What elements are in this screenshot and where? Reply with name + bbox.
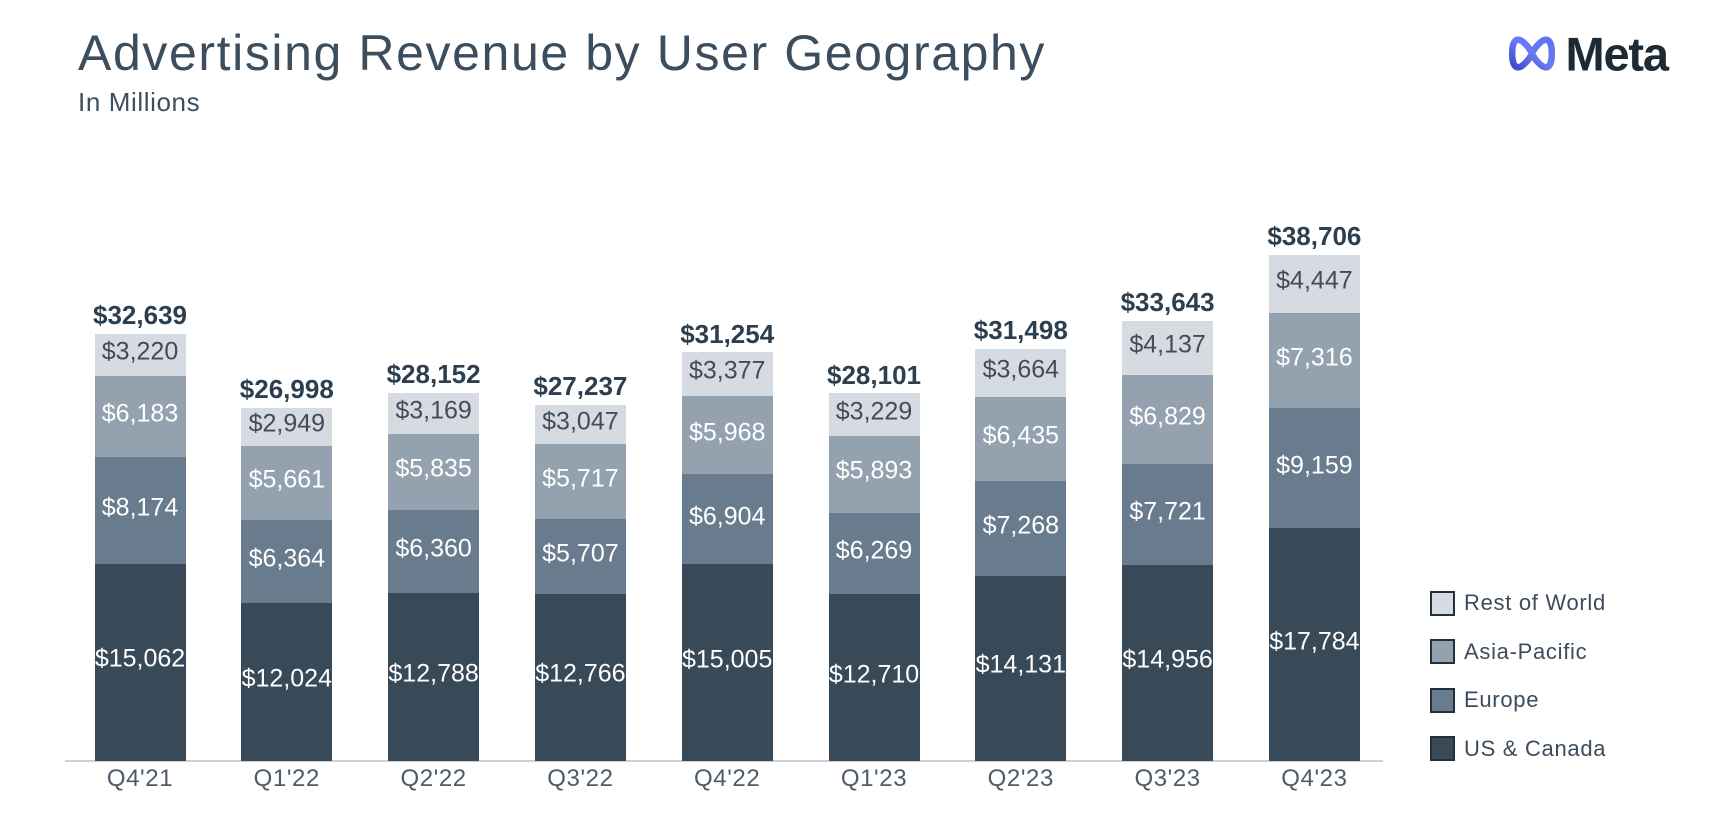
svg-text:Meta: Meta xyxy=(1566,33,1670,75)
